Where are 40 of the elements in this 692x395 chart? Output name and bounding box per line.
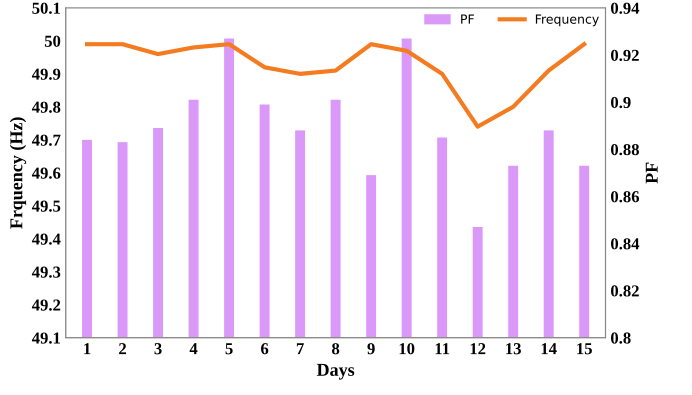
x-tick-label: 13: [506, 343, 521, 354]
y2-tick-label: 0.84: [610, 238, 640, 250]
y-tick-label: 49.4: [32, 234, 61, 245]
y-tick-label: 49.5: [32, 200, 60, 212]
y2-tick-label: 0.8: [610, 332, 631, 344]
x-tick-label: 11: [436, 343, 450, 354]
y2-axis-title: PF: [646, 162, 658, 184]
x-tick-label: 10: [400, 343, 414, 354]
y2-tick-label: 0.92: [610, 50, 639, 62]
y-tick-label: 50.1: [32, 2, 60, 14]
x-tick-label: 15: [577, 343, 592, 354]
y-tick-label: 49.9: [32, 68, 60, 80]
x-tick-label: 14: [542, 343, 557, 354]
y-tick-label: 49.7: [32, 134, 60, 146]
y-tick-label: 50: [44, 36, 60, 47]
y2-tick-label: 0.86: [610, 191, 640, 202]
x-tick-label: 12: [470, 343, 486, 354]
y-tick-label: 49.2: [32, 299, 60, 311]
x-tick-label: 8: [332, 343, 340, 354]
x-tick-label: 7: [296, 343, 304, 354]
y2-tick-label: 0.88: [610, 144, 639, 156]
legend-label: PF: [461, 14, 474, 24]
y2-tick-label: 0.82: [610, 285, 639, 297]
x-tick-label: 9: [367, 343, 375, 354]
line-series: [84, 42, 586, 129]
y2-tick-label: 0.9: [610, 96, 631, 108]
x-axis-title: Days: [316, 364, 354, 380]
y-tick-label: 49.1: [32, 332, 60, 344]
x-tick-label: 2: [119, 343, 126, 354]
x-tick-label: 1: [84, 343, 90, 354]
x-tick-label: 3: [154, 343, 162, 354]
y-tick-label: 49.3: [32, 266, 60, 278]
y-tick-label: 49.8: [32, 102, 60, 113]
y-tick-label: 49.6: [32, 168, 60, 179]
x-tick-label: 4: [190, 343, 198, 354]
y-axis-title: Frquency (Hz): [10, 117, 26, 229]
y2-tick-label: 0.94: [610, 2, 640, 14]
x-tick-label: 6: [261, 343, 268, 354]
legend-label: Frequency: [536, 14, 599, 26]
x-tick-label: 5: [226, 343, 233, 354]
